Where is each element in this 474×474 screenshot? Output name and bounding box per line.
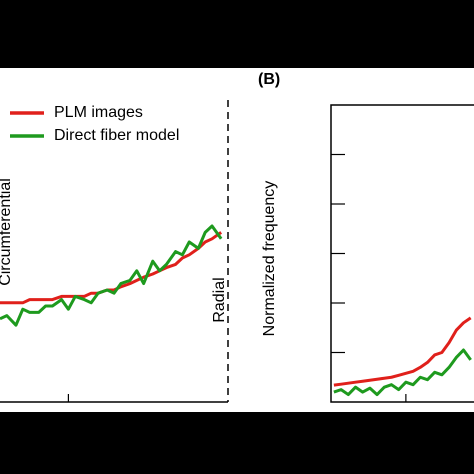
legend-label: PLM images <box>54 104 143 121</box>
data-line <box>333 316 472 387</box>
end-label: Radial <box>211 277 228 322</box>
y-axis-label: Circumferential <box>0 178 14 286</box>
data-line <box>0 224 223 327</box>
panel-label: (B) <box>258 71 280 88</box>
figure-background <box>0 68 474 412</box>
data-line <box>333 348 472 397</box>
legend-label: Direct fiber model <box>54 127 179 144</box>
y-axis-label: Normalized frequency <box>261 181 278 337</box>
